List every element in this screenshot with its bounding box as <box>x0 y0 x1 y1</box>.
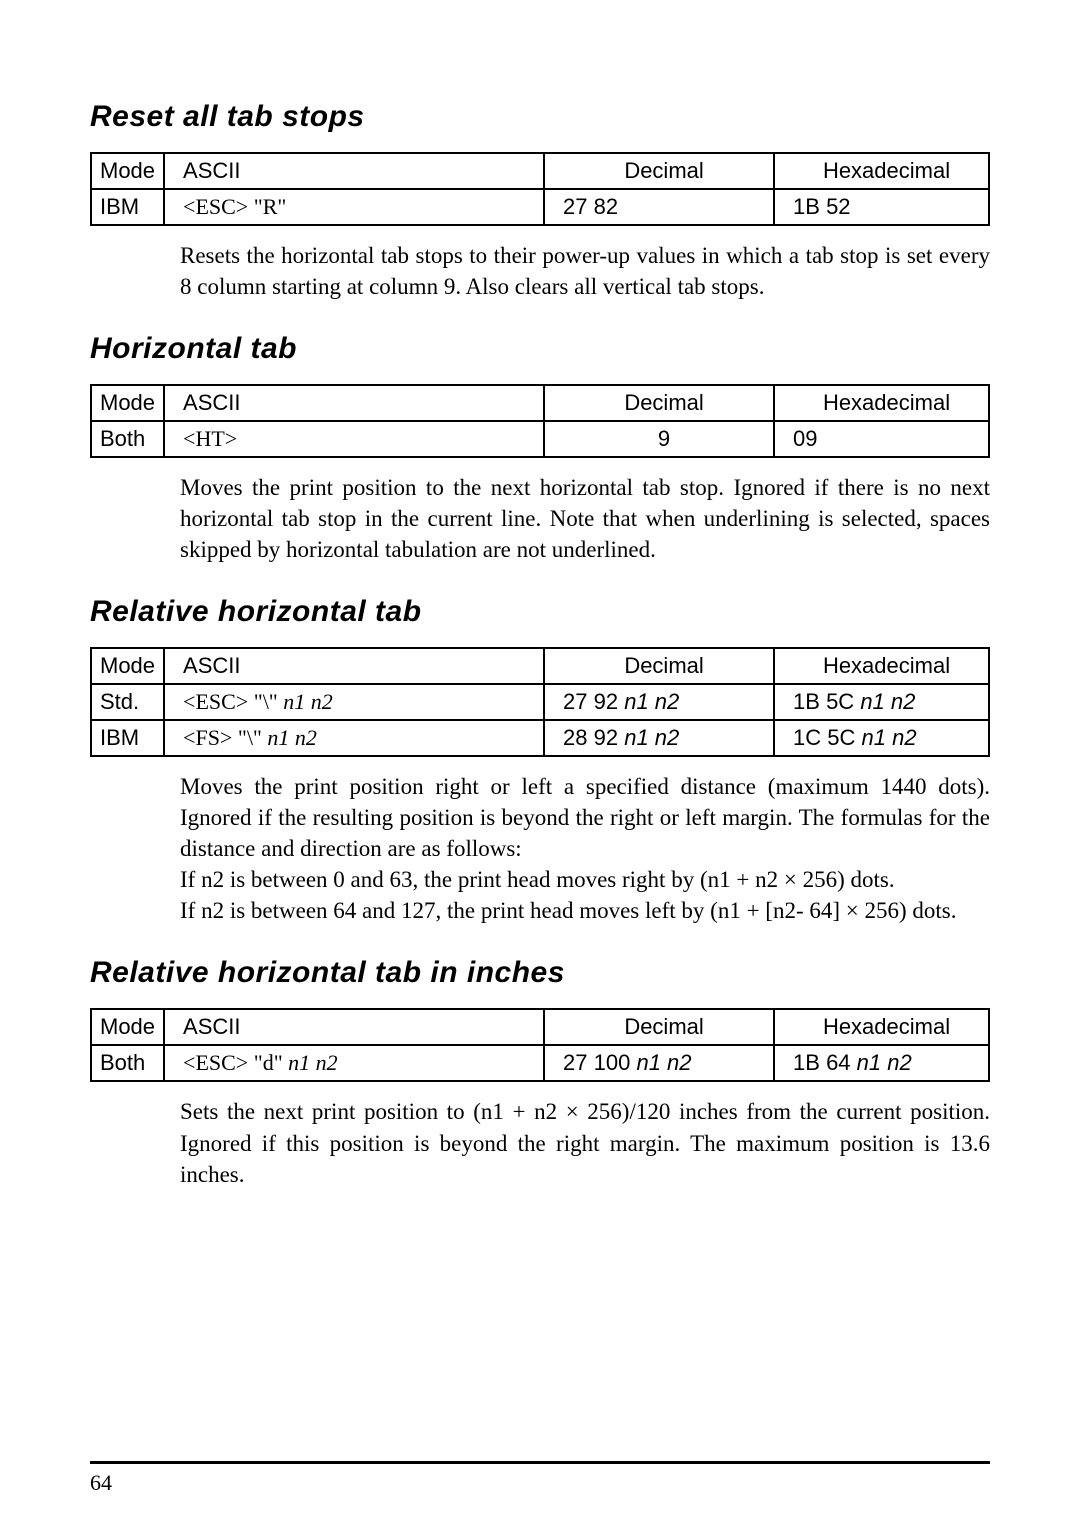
cell-mode: Both <box>91 421 164 457</box>
cell-mode: Both <box>91 1045 164 1081</box>
col-mode: Mode <box>91 648 164 684</box>
col-ascii: ASCII <box>164 385 544 421</box>
col-decimal: Decimal <box>544 1009 774 1045</box>
col-decimal: Decimal <box>544 648 774 684</box>
cell-decimal: 27 100 n1 n2 <box>544 1045 774 1081</box>
table-row: Both <ESC> "d" n1 n2 27 100 n1 n2 1B 64 … <box>91 1045 989 1081</box>
table-header-row: Mode ASCII Decimal Hexadecimal <box>91 648 989 684</box>
section-title: Horizontal tab <box>90 332 990 366</box>
cell-ascii: <FS> "\" n1 n2 <box>164 720 544 756</box>
section-title: Reset all tab stops <box>90 100 990 134</box>
col-mode: Mode <box>91 385 164 421</box>
col-hex: Hexadecimal <box>774 1009 989 1045</box>
cell-decimal: 28 92 n1 n2 <box>544 720 774 756</box>
command-table: Mode ASCII Decimal Hexadecimal Both <HT>… <box>90 384 990 458</box>
page-number: 64 <box>90 1470 112 1496</box>
cell-mode: Std. <box>91 684 164 720</box>
cell-ascii: <ESC> "d" n1 n2 <box>164 1045 544 1081</box>
cell-hex: 1C 5C n1 n2 <box>774 720 989 756</box>
section-reset-tabs: Reset all tab stops Mode ASCII Decimal H… <box>90 100 990 302</box>
cell-ascii: <ESC> "\" n1 n2 <box>164 684 544 720</box>
cell-decimal: 27 92 n1 n2 <box>544 684 774 720</box>
command-table: Mode ASCII Decimal Hexadecimal IBM <ESC>… <box>90 152 990 226</box>
command-table: Mode ASCII Decimal Hexadecimal Both <ESC… <box>90 1008 990 1082</box>
col-hex: Hexadecimal <box>774 385 989 421</box>
command-table: Mode ASCII Decimal Hexadecimal Std. <ESC… <box>90 647 990 757</box>
cell-ascii: <HT> <box>164 421 544 457</box>
section-desc: Moves the print position to the next hor… <box>180 472 990 565</box>
col-ascii: ASCII <box>164 153 544 189</box>
cell-decimal: 9 <box>544 421 774 457</box>
col-decimal: Decimal <box>544 153 774 189</box>
col-ascii: ASCII <box>164 648 544 684</box>
table-row: IBM <FS> "\" n1 n2 28 92 n1 n2 1C 5C n1 … <box>91 720 989 756</box>
table-row: Std. <ESC> "\" n1 n2 27 92 n1 n2 1B 5C n… <box>91 684 989 720</box>
col-hex: Hexadecimal <box>774 153 989 189</box>
section-relative-htab: Relative horizontal tab Mode ASCII Decim… <box>90 595 990 926</box>
footer-rule <box>90 1461 990 1464</box>
section-horizontal-tab: Horizontal tab Mode ASCII Decimal Hexade… <box>90 332 990 565</box>
table-row: IBM <ESC> "R" 27 82 1B 52 <box>91 189 989 225</box>
section-relative-htab-inches: Relative horizontal tab in inches Mode A… <box>90 956 990 1189</box>
cell-hex: 09 <box>774 421 989 457</box>
cell-mode: IBM <box>91 189 164 225</box>
section-title: Relative horizontal tab in inches <box>90 956 990 990</box>
table-header-row: Mode ASCII Decimal Hexadecimal <box>91 153 989 189</box>
section-title: Relative horizontal tab <box>90 595 990 629</box>
col-decimal: Decimal <box>544 385 774 421</box>
cell-mode: IBM <box>91 720 164 756</box>
cell-hex: 1B 52 <box>774 189 989 225</box>
col-ascii: ASCII <box>164 1009 544 1045</box>
cell-hex: 1B 64 n1 n2 <box>774 1045 989 1081</box>
table-row: Both <HT> 9 09 <box>91 421 989 457</box>
col-mode: Mode <box>91 1009 164 1045</box>
cell-ascii: <ESC> "R" <box>164 189 544 225</box>
table-header-row: Mode ASCII Decimal Hexadecimal <box>91 1009 989 1045</box>
section-desc: Sets the next print position to (n1 + n2… <box>180 1096 990 1189</box>
col-hex: Hexadecimal <box>774 648 989 684</box>
section-desc: Moves the print position right or left a… <box>180 771 990 926</box>
cell-decimal: 27 82 <box>544 189 774 225</box>
col-mode: Mode <box>91 153 164 189</box>
cell-hex: 1B 5C n1 n2 <box>774 684 989 720</box>
table-header-row: Mode ASCII Decimal Hexadecimal <box>91 385 989 421</box>
section-desc: Resets the horizontal tab stops to their… <box>180 240 990 302</box>
